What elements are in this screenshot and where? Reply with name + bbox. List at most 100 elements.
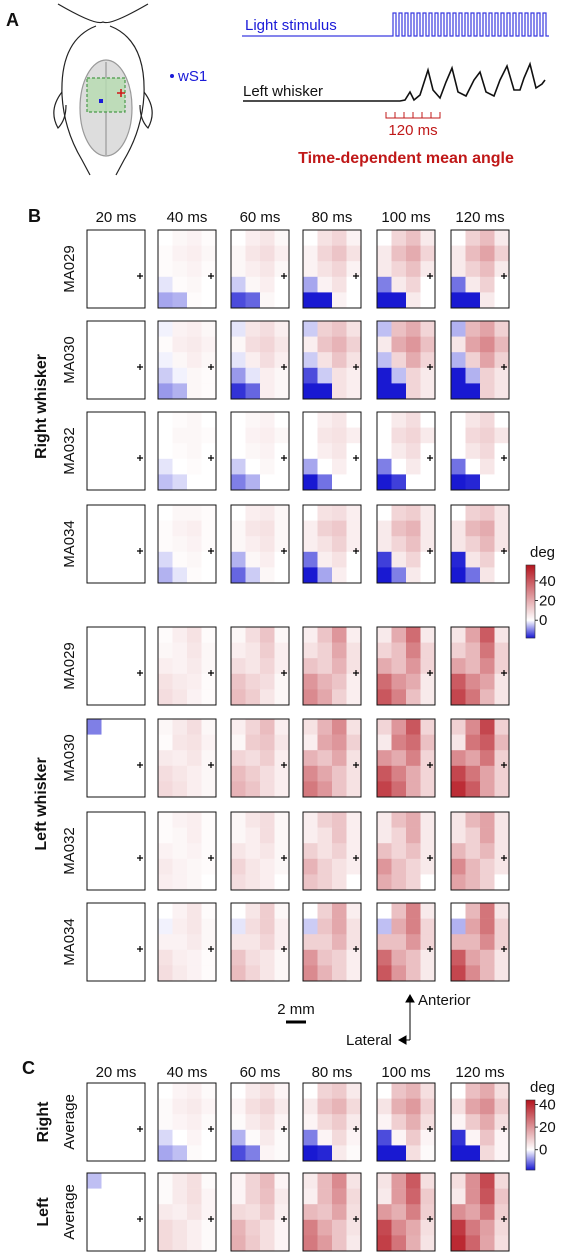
heatmap-cell — [392, 689, 407, 705]
heatmap-cell — [87, 950, 102, 966]
heatmap-cell — [158, 521, 173, 537]
heatmap-cell — [451, 643, 466, 659]
heatmap-cell — [116, 934, 131, 950]
heatmap-cell — [87, 719, 102, 735]
heatmap-cell — [451, 246, 466, 262]
heatmap-cell — [495, 1189, 510, 1205]
heatmap-cell — [377, 277, 392, 293]
heatmap-cell — [392, 428, 407, 444]
heatmap-cell — [451, 428, 466, 444]
heatmap-cell — [451, 261, 466, 277]
heatmap-cell — [332, 368, 347, 384]
heatmap-cell — [451, 505, 466, 521]
heatmap-cell — [466, 521, 481, 537]
heatmap-cell — [303, 1173, 318, 1189]
heatmap-cell — [158, 627, 173, 643]
heatmap-cell — [116, 474, 131, 490]
heatmap-cell — [332, 1173, 347, 1189]
heatmap-cell — [158, 383, 173, 399]
heatmap-cell — [421, 1145, 436, 1161]
heatmap-cell — [116, 277, 131, 293]
heatmap-cell — [116, 1083, 131, 1099]
heatmap-cell — [131, 1189, 146, 1205]
panel-label: C — [22, 1058, 35, 1078]
heatmap-cell — [202, 443, 217, 459]
heatmap-cell — [406, 859, 421, 875]
region-label: wS1 — [177, 68, 207, 85]
heatmap-cell — [377, 934, 392, 950]
heatmap-cell — [102, 643, 117, 659]
heatmap-cell — [173, 843, 188, 859]
heatmap-cell — [318, 919, 333, 935]
heatmap-cell — [173, 1083, 188, 1099]
heatmap-cell — [406, 903, 421, 919]
heatmap-cell — [131, 230, 146, 246]
heatmap-cell — [332, 292, 347, 308]
heatmap-cell — [116, 950, 131, 966]
heatmap-cell — [173, 1173, 188, 1189]
heatmap-cell — [187, 352, 202, 368]
heatmap-cell — [158, 1099, 173, 1115]
heatmap-cell — [158, 965, 173, 981]
heatmap-cell — [421, 567, 436, 583]
heatmap-cell — [392, 934, 407, 950]
heatmap-cell — [421, 521, 436, 537]
heatmap-cell — [131, 658, 146, 674]
heatmap-cell — [102, 428, 117, 444]
heatmap-cell — [318, 459, 333, 475]
heatmap-cell — [187, 627, 202, 643]
heatmap-cell — [480, 1099, 495, 1115]
heatmap-cell — [231, 428, 246, 444]
heatmap-cell — [187, 536, 202, 552]
heatmap-cell — [480, 1189, 495, 1205]
heatmap-cell — [187, 1145, 202, 1161]
heatmap-cell — [480, 321, 495, 337]
heatmap-cell — [480, 521, 495, 537]
heatmap-cell — [231, 812, 246, 828]
heatmap-cell — [231, 766, 246, 782]
heatmap-cell — [246, 321, 261, 337]
heatmap-cell — [116, 352, 131, 368]
heatmap-cell — [158, 459, 173, 475]
heatmap-cell — [275, 934, 290, 950]
heatmap-cell — [451, 781, 466, 797]
heatmap-cell — [202, 627, 217, 643]
heatmap-cell — [246, 874, 261, 890]
heatmap-cell — [421, 292, 436, 308]
heatmap-cell — [495, 919, 510, 935]
heatmap-cell — [406, 383, 421, 399]
heatmap-cell — [275, 1235, 290, 1251]
heatmap-cell — [131, 277, 146, 293]
heatmap-cell — [187, 277, 202, 293]
heatmap-cell — [102, 1189, 117, 1205]
heatmap-cell — [202, 1099, 217, 1115]
heatmap-cell — [187, 965, 202, 981]
heatmap-cell — [275, 1145, 290, 1161]
heatmap-cell — [102, 459, 117, 475]
heatmap-cell — [480, 674, 495, 690]
heatmap-cell — [495, 1145, 510, 1161]
heatmap-cell — [466, 292, 481, 308]
heatmap-cell — [451, 368, 466, 384]
heatmap-cell — [102, 719, 117, 735]
heatmap-cell — [173, 903, 188, 919]
heatmap-cell — [173, 1130, 188, 1146]
heatmap-cell — [480, 1083, 495, 1099]
heatmap-cell — [466, 277, 481, 293]
heatmap-cell — [131, 1145, 146, 1161]
heatmap-cell — [332, 735, 347, 751]
heatmap-cell — [318, 428, 333, 444]
heatmap-cell — [451, 627, 466, 643]
heatmap-cell — [87, 292, 102, 308]
heatmap-cell — [131, 859, 146, 875]
heatmap-cell — [303, 1220, 318, 1236]
heatmap-cell — [87, 1130, 102, 1146]
heatmap-cell — [116, 859, 131, 875]
heatmap-cell — [303, 934, 318, 950]
heatmap-cell — [318, 246, 333, 262]
heatmap-cell — [158, 735, 173, 751]
heatmap-cell — [451, 1145, 466, 1161]
heatmap-cell — [318, 1083, 333, 1099]
heatmap-cell — [260, 552, 275, 568]
heatmap-cell — [406, 521, 421, 537]
